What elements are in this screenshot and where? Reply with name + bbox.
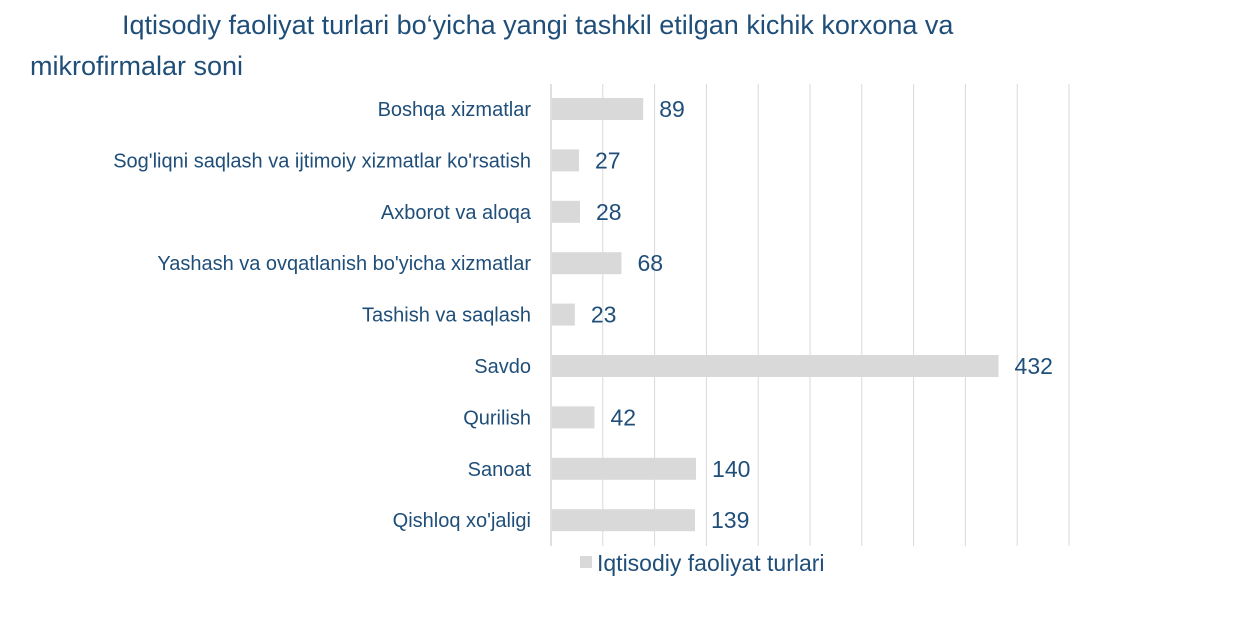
bar (552, 252, 622, 275)
chart-title-line-2: mikrofirmalar soni (30, 51, 243, 81)
data-label: 28 (596, 199, 622, 225)
data-label: 432 (1015, 353, 1053, 379)
bar (552, 355, 999, 377)
category-label: Savdo (474, 356, 531, 378)
category-label: Axborot va aloqa (381, 202, 532, 224)
chart-title: Iqtisodiy faoliyat turlari bo‘yicha yang… (30, 10, 954, 81)
gridlines (550, 84, 1070, 546)
data-label: 139 (711, 507, 749, 533)
category-label: Qurilish (463, 407, 531, 429)
legend-swatch (580, 556, 592, 568)
category-label: Sanoat (468, 459, 532, 481)
data-labels: 89 27 28 68 23 432 42 140 139 (591, 96, 1053, 533)
legend: Iqtisodiy faoliyat turlari (580, 550, 825, 576)
data-label: 23 (591, 302, 617, 328)
category-labels: Boshqa xizmatlar Sog'liqni saqlash va ijt… (113, 99, 532, 532)
bar (552, 406, 595, 429)
category-label: Sog'liqni saqlash va ijtimoiy xizmatlar … (113, 150, 531, 172)
data-label: 140 (712, 456, 750, 482)
bar (552, 149, 579, 172)
bar (552, 509, 696, 532)
bar (552, 303, 575, 326)
bar (552, 457, 697, 480)
legend-label: Iqtisodiy faoliyat turlari (597, 550, 825, 576)
data-label: 42 (611, 404, 637, 430)
data-label: 89 (659, 96, 685, 122)
category-label: Tashish va saqlash (362, 305, 531, 327)
data-label: 27 (595, 147, 621, 173)
category-label: Boshqa xizmatlar (378, 99, 532, 121)
category-label: Yashash va ovqatlanish bo'yicha xizmatla… (157, 253, 531, 275)
bar (552, 98, 644, 120)
data-label: 68 (637, 250, 663, 276)
bar (552, 200, 581, 223)
chart-title-line-1: Iqtisodiy faoliyat turlari bo‘yicha yang… (122, 10, 954, 40)
category-label: Qishloq xo'jaligi (393, 510, 531, 532)
bars (552, 98, 999, 532)
